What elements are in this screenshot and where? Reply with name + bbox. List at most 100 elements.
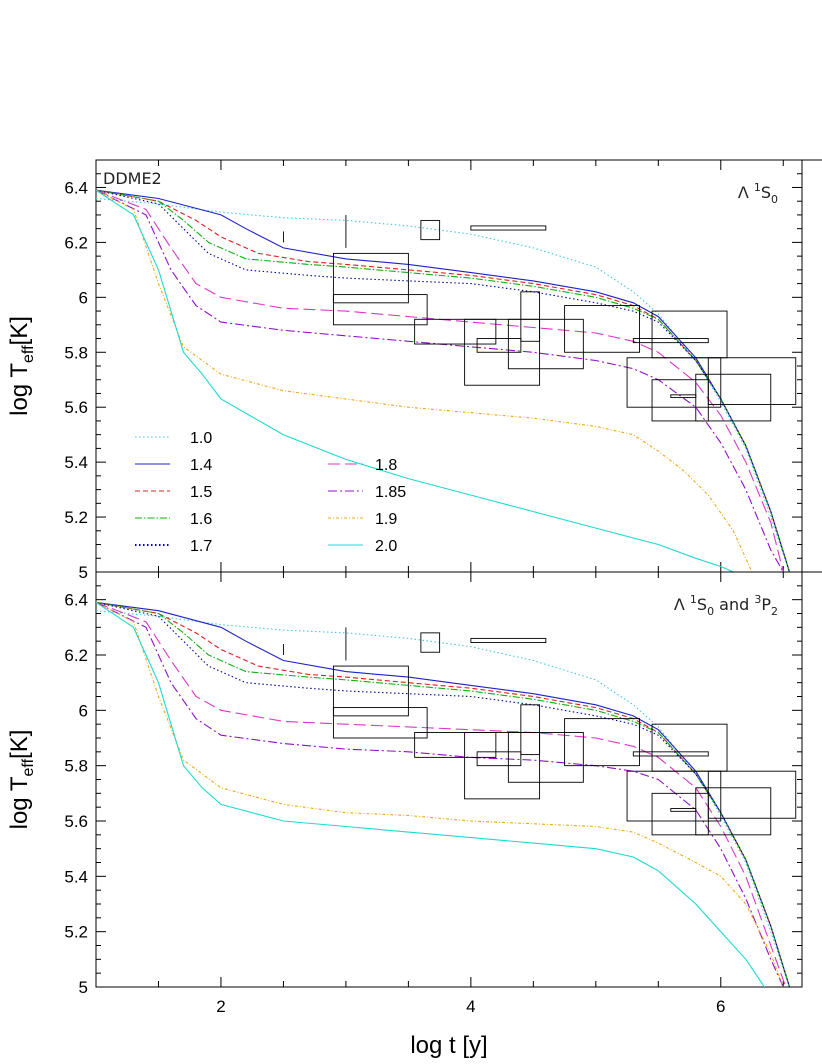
annotation-part: 3 — [754, 593, 761, 606]
y-tick-label: 5.6 — [64, 812, 88, 831]
y-tick-label: 5.8 — [64, 343, 88, 362]
observation-group — [282, 214, 797, 422]
y-axis-label-top: log Teff[K] — [6, 316, 37, 416]
legend-label: 1.4 — [190, 457, 212, 474]
observation-box — [632, 751, 709, 757]
observation-box — [332, 294, 428, 326]
observation-box — [651, 792, 709, 836]
series-line-1-7 — [96, 189, 791, 572]
annotation-part: Λ — [674, 595, 690, 614]
observation-box — [420, 219, 441, 241]
series-line-1-85 — [96, 601, 784, 987]
series-line-1-6 — [96, 189, 791, 572]
series-line-1-85 — [96, 189, 784, 572]
series-line-1-6 — [96, 601, 791, 987]
observation-box — [670, 394, 697, 399]
observation-box — [507, 732, 584, 783]
y-axis-label-bottom: log Teff[K] — [6, 730, 37, 830]
y-axis-label-main: log T — [6, 776, 33, 829]
y-tick-label: 5.4 — [64, 867, 88, 886]
series-line-1-5 — [96, 189, 791, 572]
observation-box — [470, 225, 547, 231]
observation-box — [626, 357, 722, 408]
axis-labels: log t [y] log Teff[K] log Teff[K] — [6, 316, 488, 1059]
observation-box — [332, 665, 409, 717]
series-line-2-0 — [96, 601, 765, 987]
annotation-part: 2 — [771, 605, 778, 618]
model-label: DDME2 — [103, 169, 162, 188]
y-tick-label: 5 — [79, 978, 88, 997]
series-line-1-7 — [96, 601, 791, 987]
observation-box — [464, 732, 541, 800]
annotation-part: 0 — [771, 193, 778, 206]
legend-label: 1.85 — [375, 484, 406, 501]
y-tick-label: 6.2 — [64, 646, 88, 665]
x-axis-label: log t [y] — [410, 1032, 487, 1059]
observation-box — [464, 318, 541, 386]
panel-annotation: Λ 1S0 and 3P2 — [674, 593, 778, 618]
annotation-part: 1 — [690, 593, 697, 606]
observation-box — [520, 704, 541, 756]
observation-box — [632, 338, 709, 344]
observation-box — [507, 318, 584, 370]
panel-annotation: Λ 1S0 — [738, 181, 778, 206]
annotation-part: 0 — [707, 605, 714, 618]
legend-label: 1.0 — [190, 430, 212, 447]
y-tick-label: 6 — [79, 701, 88, 720]
observation-box — [695, 787, 772, 836]
observation-box — [695, 373, 772, 422]
observation-box — [670, 808, 697, 812]
observation-group — [282, 627, 797, 836]
observation-box — [707, 357, 797, 405]
observation-box — [651, 379, 709, 422]
legend-label: 1.5 — [190, 484, 212, 501]
legend: 1.0 1.4 1.5 1.6 1.7 1.8 1.85 1.9 2.0 — [135, 430, 406, 555]
annotation-part: Λ — [738, 183, 754, 202]
annotation-part: and — [714, 595, 754, 614]
y-axis-label-sub: eff — [20, 345, 37, 363]
y-tick-label: 6.4 — [64, 591, 88, 610]
observation-box — [564, 718, 641, 767]
x-tick-label: 6 — [716, 997, 725, 1016]
x-tick-label: 4 — [466, 997, 475, 1016]
y-tick-label: 5.2 — [64, 508, 88, 527]
annotation-part: S — [697, 595, 707, 614]
y-axis-label-unit: [K] — [6, 316, 33, 345]
series-line-1-9 — [96, 601, 784, 987]
observation-box — [414, 318, 497, 345]
observation-box — [476, 751, 522, 767]
y-tick-label: 5.8 — [64, 757, 88, 776]
observation-box — [476, 338, 522, 353]
annotation-part: S — [761, 183, 771, 202]
bottom-panel: 55.25.45.65.866.26.42 4 6Λ 1S0 and 3P2 — [64, 571, 822, 1016]
y-tick-label: 6.2 — [64, 233, 88, 252]
series-line-1-4 — [96, 189, 791, 572]
y-tick-label: 5.4 — [64, 453, 88, 472]
y-tick-label: 5 — [79, 563, 88, 582]
series-line-2-0 — [96, 189, 734, 572]
observation-box — [420, 632, 441, 653]
y-tick-label: 5.6 — [64, 398, 88, 417]
y-tick-label: 6 — [79, 288, 88, 307]
annotation-part: P — [761, 595, 771, 614]
plot-frame — [95, 571, 803, 988]
series-line-1-4 — [96, 601, 791, 987]
legend-label: 2.0 — [375, 538, 397, 555]
series-line-1-0 — [96, 197, 791, 572]
observation-box — [332, 252, 409, 304]
observation-box — [470, 637, 547, 644]
series-line-1-0 — [96, 610, 791, 987]
observation-box — [626, 770, 722, 822]
y-tick-label: 6.4 — [64, 178, 88, 197]
legend-label: 1.8 — [375, 457, 397, 474]
series-group — [96, 601, 791, 987]
y-axis-label-main: log T — [6, 363, 33, 416]
x-tick-label: 2 — [216, 997, 225, 1016]
observation-box — [332, 707, 428, 739]
observation-box — [707, 770, 797, 819]
series-line-1-8 — [96, 601, 787, 987]
y-axis-label-sub: eff — [20, 758, 37, 776]
legend-label: 1.9 — [375, 511, 397, 528]
observation-box — [520, 291, 541, 342]
